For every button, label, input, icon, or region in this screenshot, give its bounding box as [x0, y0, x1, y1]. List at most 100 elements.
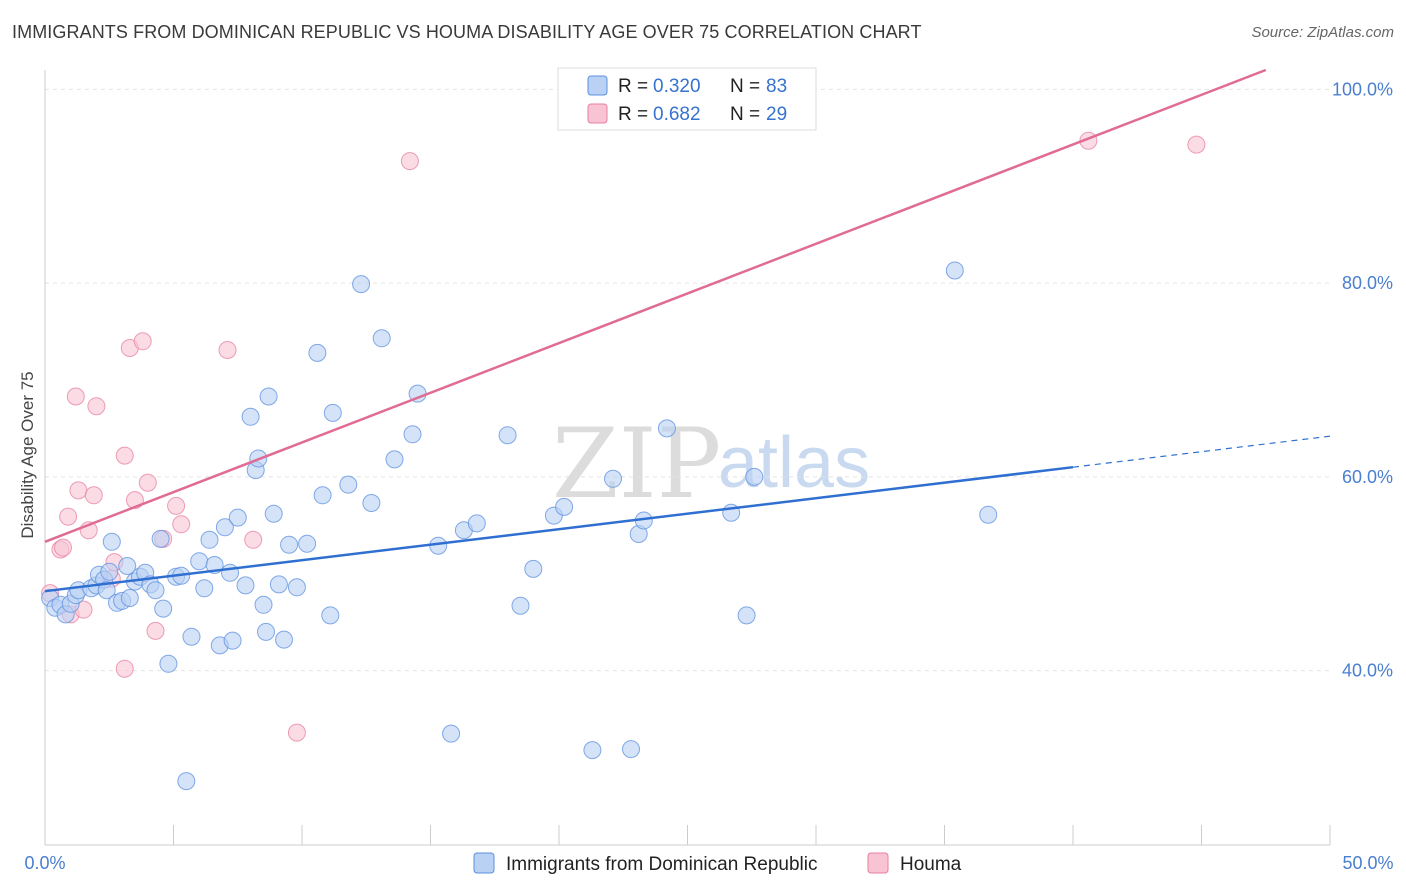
- point-dominican: [524, 559, 543, 578]
- series-legend-label-blue: Immigrants from Dominican Republic: [506, 854, 818, 875]
- x-tick-label-max: 50.0%: [1342, 853, 1393, 873]
- legend-r-label-pink: R =: [618, 104, 648, 125]
- legend-swatch-blue: [587, 75, 608, 96]
- y-tick-label-60: 60.0%: [1342, 467, 1393, 487]
- y-axis-label: Disability Age Over 75: [18, 371, 37, 538]
- point-houma: [115, 446, 134, 465]
- point-dominican: [339, 475, 358, 494]
- point-dominican: [97, 581, 116, 600]
- watermark-zip: ZIP: [552, 408, 721, 520]
- legend-r-value-pink: 0.682: [653, 104, 701, 125]
- point-houma: [218, 341, 237, 359]
- point-houma: [167, 496, 186, 515]
- chart-source: Source: ZipAtlas.com: [1251, 24, 1394, 41]
- x-tick-label-min: 0.0%: [24, 853, 65, 873]
- point-houma: [84, 486, 103, 505]
- point-dominican: [280, 535, 299, 554]
- point-dominican: [298, 534, 317, 553]
- chart-title: IMMIGRANTS FROM DOMINICAN REPUBLIC VS HO…: [12, 22, 922, 42]
- point-houma: [146, 621, 165, 640]
- point-houma: [87, 397, 106, 416]
- point-dominican: [190, 552, 209, 571]
- series-legend-swatch-blue: [473, 852, 495, 874]
- watermark: ZIP atlas: [552, 408, 870, 520]
- trend-line-houma: [44, 68, 1267, 543]
- point-dominican: [385, 450, 404, 469]
- point-dominican: [215, 518, 234, 537]
- legend-n-value-blue: 83: [766, 76, 787, 97]
- point-houma: [1187, 135, 1206, 154]
- point-houma: [138, 473, 157, 492]
- series-legend-label-pink: Houma: [900, 854, 962, 875]
- point-dominican: [313, 486, 332, 505]
- point-dominican: [745, 467, 764, 486]
- point-dominican: [259, 387, 278, 406]
- point-dominican: [269, 575, 288, 594]
- stats-legend: R = 0.320 N = 83 R = 0.682 N = 29: [557, 67, 817, 131]
- point-dominican: [583, 741, 602, 760]
- point-dominican: [308, 343, 327, 362]
- legend-n-label-blue: N =: [730, 76, 760, 97]
- point-dominican: [154, 599, 173, 618]
- point-dominican: [159, 654, 178, 673]
- point-dominican: [223, 631, 242, 650]
- point-dominican: [254, 595, 273, 614]
- legend-n-value-pink: 29: [766, 104, 787, 125]
- point-houma: [66, 387, 85, 406]
- point-dominican: [195, 579, 214, 598]
- point-dominican: [362, 494, 381, 512]
- point-dominican: [604, 469, 622, 488]
- legend-r-label-blue: R =: [618, 76, 648, 97]
- trend-lines: [44, 68, 1331, 593]
- point-dominican: [182, 627, 201, 646]
- x-tick-marks: [44, 825, 1331, 845]
- data-points: [41, 131, 1206, 791]
- point-dominican: [352, 275, 371, 294]
- point-dominican: [120, 589, 139, 607]
- point-dominican: [241, 407, 260, 426]
- point-dominican: [102, 532, 121, 551]
- point-houma: [172, 515, 191, 534]
- point-dominican: [236, 576, 255, 595]
- y-tick-labels: 40.0% 60.0% 80.0% 100.0%: [1332, 79, 1393, 680]
- legend-n-label-pink: N =: [730, 104, 760, 125]
- point-dominican: [200, 530, 219, 549]
- point-dominican: [321, 606, 340, 625]
- point-houma: [287, 723, 306, 742]
- legend-swatch-pink: [587, 103, 608, 124]
- point-dominican: [657, 419, 676, 438]
- point-dominican: [146, 581, 165, 600]
- point-dominican: [287, 578, 306, 597]
- trend-line-dominican-extension: [1072, 435, 1331, 468]
- y-tick-label-100: 100.0%: [1332, 79, 1393, 99]
- point-dominican: [498, 426, 517, 445]
- watermark-atlas: atlas: [718, 423, 870, 503]
- point-dominican: [221, 563, 239, 582]
- point-dominican: [264, 504, 283, 523]
- point-dominican: [323, 403, 342, 422]
- point-dominican: [177, 772, 196, 791]
- point-dominican: [737, 606, 756, 625]
- y-tick-label-80: 80.0%: [1342, 273, 1393, 293]
- point-dominican: [403, 425, 422, 444]
- series-legend: Immigrants from Dominican Republic Houma: [473, 852, 962, 875]
- point-dominican: [100, 562, 119, 581]
- point-houma: [59, 507, 78, 526]
- point-dominican: [511, 596, 530, 615]
- series-legend-swatch-pink: [867, 852, 889, 874]
- point-dominican: [945, 261, 964, 280]
- point-houma: [133, 332, 152, 351]
- point-dominican: [442, 724, 461, 743]
- point-dominican: [275, 630, 293, 649]
- point-houma: [115, 659, 134, 678]
- point-dominican: [372, 329, 391, 348]
- point-dominican: [622, 740, 640, 759]
- point-houma: [244, 530, 263, 549]
- point-houma: [69, 481, 88, 500]
- point-houma: [54, 538, 72, 557]
- trend-line-dominican: [44, 465, 1074, 593]
- point-dominican: [467, 514, 486, 533]
- point-dominican: [118, 557, 137, 575]
- point-dominican: [979, 505, 998, 524]
